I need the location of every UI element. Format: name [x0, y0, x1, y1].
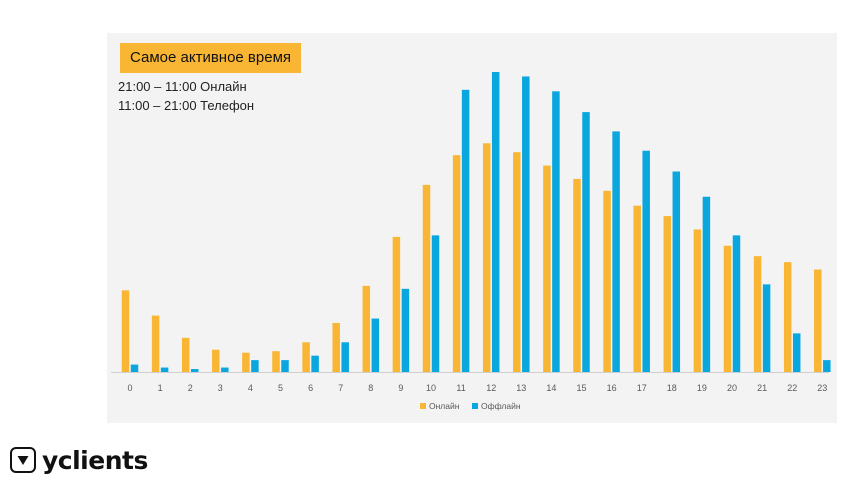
bar-online-19	[693, 229, 702, 372]
bar-offline-19	[702, 196, 711, 372]
bar-online-20	[723, 245, 732, 372]
bar-online-2	[181, 337, 190, 372]
bar-offline-3	[221, 367, 229, 372]
chart-panel: Самое активное время 21:00 – 11:00 Онлай…	[107, 33, 837, 423]
bar-offline-1	[160, 367, 169, 372]
bar-online-21	[753, 256, 762, 372]
bar-offline-5	[281, 360, 289, 372]
bar-offline-14	[552, 91, 560, 372]
bar-online-11	[452, 155, 461, 372]
bar-offline-18	[672, 171, 681, 372]
x-tick-label: 2	[188, 383, 193, 393]
bar-offline-6	[311, 355, 319, 372]
x-tick-label: 9	[398, 383, 403, 393]
x-tick-label: 19	[697, 383, 707, 393]
bar-online-12	[482, 143, 491, 372]
x-tick-label: 0	[127, 383, 132, 393]
x-tick-label: 22	[787, 383, 797, 393]
check-mark-icon	[10, 447, 36, 473]
x-tick-label: 5	[278, 383, 283, 393]
x-tick-label: 20	[727, 383, 737, 393]
bar-offline-9	[401, 288, 410, 372]
x-tick-label: 21	[757, 383, 767, 393]
bar-offline-7	[341, 342, 349, 372]
legend-label-online: Онлайн	[429, 401, 460, 411]
bar-online-14	[543, 165, 551, 372]
bar-online-23	[814, 269, 822, 372]
bar-online-0	[121, 290, 130, 372]
yclients-logo: yclients	[10, 443, 148, 477]
bar-offline-11	[461, 89, 470, 372]
bar-offline-2	[190, 369, 199, 372]
x-tick-label: 6	[308, 383, 313, 393]
bar-offline-23	[823, 360, 831, 372]
bar-online-17	[633, 205, 641, 372]
x-tick-label: 4	[248, 383, 253, 393]
bar-online-7	[332, 322, 340, 372]
bar-offline-0	[130, 364, 139, 372]
legend-swatch-online	[420, 403, 426, 409]
x-tick-label: 17	[637, 383, 647, 393]
x-tick-label: 13	[516, 383, 526, 393]
bar-online-18	[663, 216, 672, 372]
bar-online-4	[242, 352, 250, 372]
bar-online-16	[603, 190, 611, 372]
bar-online-22	[783, 262, 792, 372]
bar-online-1	[151, 315, 160, 372]
bar-online-10	[422, 184, 431, 372]
x-tick-label: 1	[158, 383, 163, 393]
bar-online-5	[272, 351, 280, 372]
bar-chart: 0 1 2 3 4 5 6 7 8 9 10 11 12 13 14 15 16 17 18 19 20 21 22 23Он…	[111, 72, 831, 411]
bar-online-9	[392, 236, 401, 372]
x-tick-label: 16	[607, 383, 617, 393]
bar-offline-22	[792, 333, 801, 372]
bar-offline-10	[431, 235, 440, 372]
x-tick-label: 7	[338, 383, 343, 393]
chart-title: Самое активное время	[120, 43, 302, 73]
x-tick-label: 8	[368, 383, 373, 393]
bar-online-3	[212, 349, 220, 372]
x-tick-label: 10	[426, 383, 436, 393]
x-tick-label: 18	[667, 383, 677, 393]
bar-offline-16	[612, 131, 620, 372]
bar-offline-17	[642, 150, 650, 372]
active-time-note-online: 21:00 – 11:00 Онлайн	[118, 79, 247, 94]
bar-offline-20	[732, 235, 741, 372]
active-time-note-phone: 11:00 – 21:00 Телефон	[118, 98, 255, 113]
bar-offline-12	[491, 72, 500, 372]
bar-offline-13	[522, 76, 530, 372]
bar-offline-15	[582, 112, 590, 373]
bar-offline-8	[371, 318, 380, 372]
legend-label-offline: Оффлайн	[481, 401, 521, 411]
x-tick-label: 15	[576, 383, 586, 393]
bar-offline-4	[251, 360, 259, 372]
bar-offline-21	[762, 284, 771, 372]
x-tick-label: 14	[546, 383, 556, 393]
brand-name: yclients	[42, 445, 148, 475]
bar-online-6	[302, 342, 310, 372]
x-tick-label: 11	[456, 383, 465, 393]
bar-online-15	[573, 178, 581, 372]
x-tick-label: 12	[486, 383, 496, 393]
bar-online-8	[362, 285, 371, 372]
x-tick-label: 23	[817, 383, 827, 393]
legend-swatch-offline	[472, 403, 478, 409]
x-tick-label: 3	[218, 383, 223, 393]
bar-online-13	[513, 152, 521, 372]
